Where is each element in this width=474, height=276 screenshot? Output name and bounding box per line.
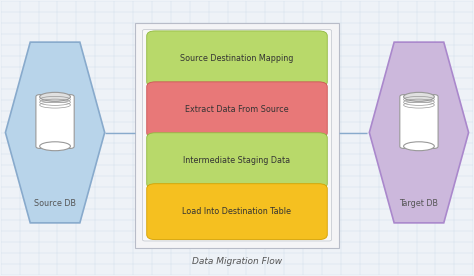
- Ellipse shape: [403, 92, 434, 101]
- Text: Target DB: Target DB: [400, 199, 438, 208]
- Text: Load Into Destination Table: Load Into Destination Table: [182, 207, 292, 216]
- FancyBboxPatch shape: [143, 30, 331, 241]
- Polygon shape: [369, 42, 469, 223]
- FancyBboxPatch shape: [36, 95, 74, 148]
- Text: Source DB: Source DB: [34, 199, 76, 208]
- Text: Extract Data From Source: Extract Data From Source: [185, 105, 289, 114]
- Text: Data Migration Flow: Data Migration Flow: [192, 257, 282, 266]
- FancyBboxPatch shape: [147, 82, 327, 138]
- Text: Source Destination Mapping: Source Destination Mapping: [180, 54, 294, 63]
- FancyBboxPatch shape: [147, 31, 327, 87]
- FancyBboxPatch shape: [400, 95, 438, 148]
- FancyBboxPatch shape: [147, 184, 327, 240]
- FancyBboxPatch shape: [147, 133, 327, 189]
- Ellipse shape: [403, 142, 434, 151]
- Text: Intermediate Staging Data: Intermediate Staging Data: [183, 156, 291, 165]
- Ellipse shape: [40, 142, 71, 151]
- Polygon shape: [5, 42, 105, 223]
- Ellipse shape: [40, 92, 71, 101]
- FancyBboxPatch shape: [136, 23, 338, 248]
